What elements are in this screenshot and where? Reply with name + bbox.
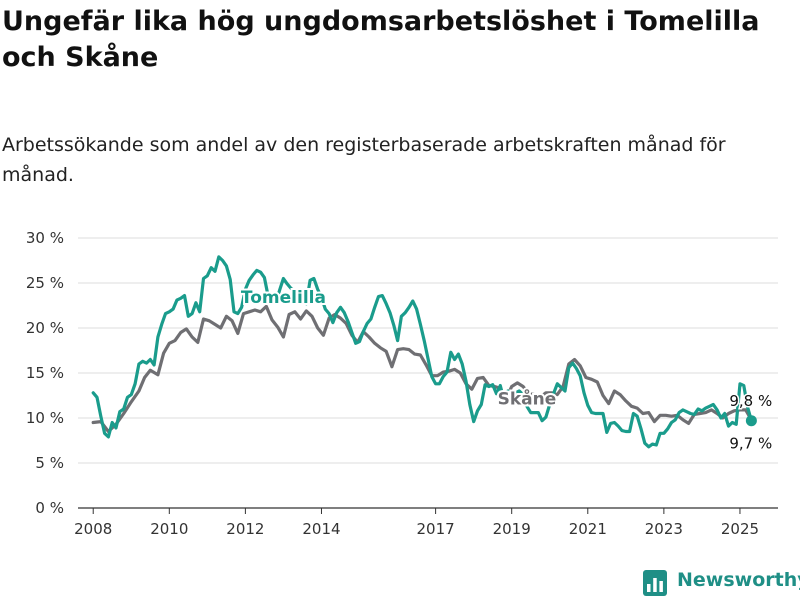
y-tick-label: 15 % (26, 364, 64, 382)
x-tick-label: 2021 (569, 520, 607, 538)
chart-title: Ungefär lika hög ungdomsarbetslöshet i T… (2, 6, 760, 73)
axes: 0 % 5 % 10 % 15 % 20 % 25 % 30 % 2008 2010 2012 20… (26, 229, 759, 538)
y-tick-label: 10 % (26, 409, 64, 427)
end-point-marker (745, 415, 757, 427)
y-tick-label: 25 % (26, 274, 64, 292)
brand-name: Newsworthy (677, 569, 800, 591)
series-line-sk-ne (91, 304, 753, 434)
x-tick-label: 2010 (150, 520, 188, 538)
x-tick-label: 2019 (493, 520, 531, 538)
x-tick-label: 2008 (74, 520, 112, 538)
y-tick-label: 5 % (35, 454, 64, 472)
x-tick-label: 2014 (302, 520, 340, 538)
x-tick-label: 2017 (417, 520, 455, 538)
y-tick-label: 20 % (26, 319, 64, 337)
series-line-tomelilla (91, 255, 753, 449)
y-tick-label: 30 % (26, 229, 64, 247)
end-value-label: 9,8 % (729, 392, 772, 410)
series-labels: Tomelilla Skåne 9,8 % 9,7 % (239, 286, 774, 454)
series-label: Tomelilla (241, 288, 326, 308)
bar-chart-icon (643, 570, 667, 596)
x-tick-label: 2025 (721, 520, 759, 538)
series-lines (91, 255, 753, 449)
end-value-label: 9,7 % (729, 435, 772, 453)
series-label: Skåne (498, 388, 557, 410)
chart-subtitle: Arbetssökande som andel av den registerb… (2, 134, 726, 186)
newsworthy-logo: Newsworthy (643, 568, 800, 598)
y-tick-label: 0 % (35, 499, 64, 517)
x-tick-label: 2012 (226, 520, 264, 538)
gridlines (78, 237, 778, 509)
x-tick-label: 2023 (645, 520, 683, 538)
